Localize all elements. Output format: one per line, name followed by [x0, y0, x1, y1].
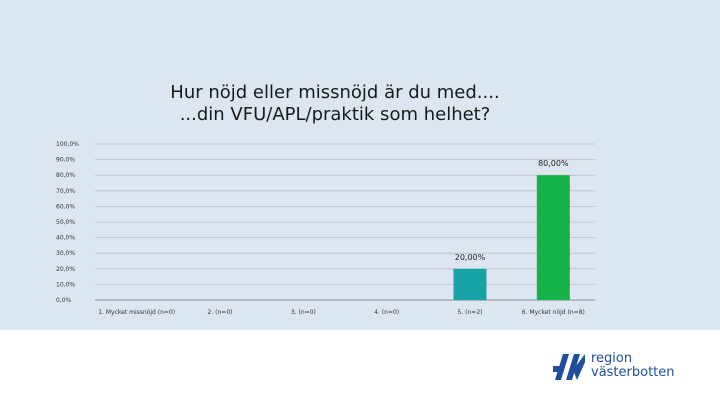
y-tick-label: 60,0% — [56, 203, 75, 210]
y-tick-label: 100,0% — [56, 141, 79, 148]
y-tick-label: 50,0% — [56, 219, 75, 226]
x-category-label: 4. (n=0) — [374, 309, 399, 316]
y-tick-label: 70,0% — [56, 188, 75, 195]
y-tick-label: 30,0% — [56, 250, 75, 257]
slide-background — [0, 0, 720, 330]
region-logo: region västerbotten — [553, 352, 703, 386]
data-label: 80,00% — [538, 159, 569, 168]
x-category-label: 3. (n=0) — [291, 309, 316, 316]
region-logo-mark-icon — [553, 354, 585, 380]
y-tick-label: 20,0% — [56, 266, 75, 273]
logo-line-2: västerbotten — [591, 365, 675, 380]
bar — [453, 268, 487, 300]
y-tick-label: 80,0% — [56, 172, 75, 179]
x-category-label: 1. Mycket missnöjd (n=0) — [98, 309, 175, 316]
logo-line-1: region — [591, 351, 633, 366]
bar — [536, 175, 570, 300]
y-tick-label: 0,0% — [56, 297, 72, 304]
chart-title: Hur nöjd eller missnöjd är du med.... ..… — [110, 82, 560, 126]
x-category-label: 5. (n=2) — [458, 309, 483, 316]
x-category-label: 2. (n=0) — [208, 309, 233, 316]
chart-title-line-2: ...din VFU/APL/praktik som helhet? — [179, 104, 491, 125]
region-logo-text: region västerbotten — [591, 352, 675, 380]
y-tick-label: 10,0% — [56, 281, 75, 288]
data-label: 20,00% — [455, 253, 486, 262]
y-tick-label: 90,0% — [56, 157, 75, 164]
chart-title-line-1: Hur nöjd eller missnöjd är du med.... — [170, 82, 500, 103]
bar-chart: 0,0% 10,0% 20,0% 30,0% 40,0% 50,0% 60,0% 70,0% 8… — [56, 141, 595, 316]
x-category-label: 6. Mycket nöjd (n=8) — [522, 309, 585, 316]
y-tick-label: 40,0% — [56, 235, 75, 242]
